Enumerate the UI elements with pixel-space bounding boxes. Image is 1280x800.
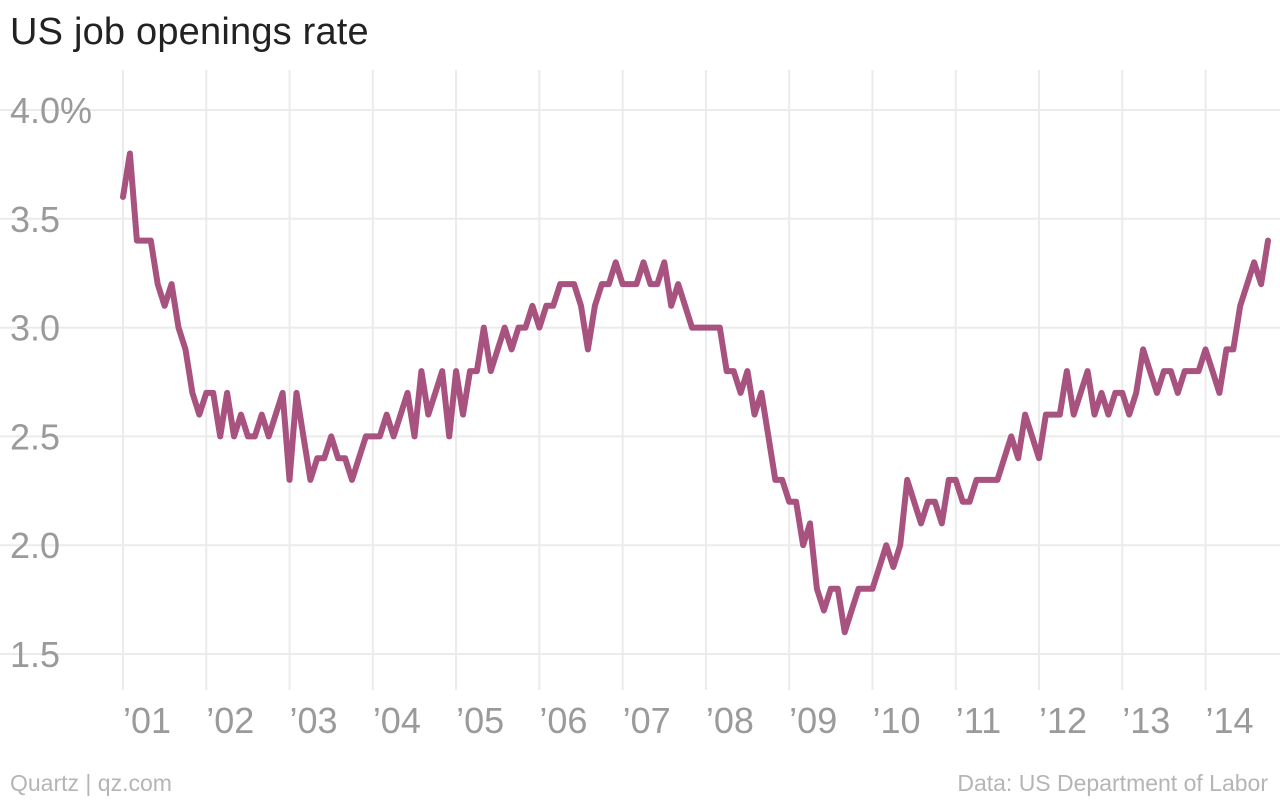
x-axis-ticks: ’01 ’02 ’03 ’04 ’05 ’06 ’07 ’08 ’09 ’10 ’11 ’12 ’13 ’… [123,700,1254,741]
y-tick-label: 1.5 [10,634,60,675]
y-tick-label: 4.0% [10,90,92,131]
x-tick-label: ’13 [1122,700,1170,741]
chart-title: US job openings rate [10,11,369,53]
x-tick-label: ’05 [456,700,504,741]
series-layer [120,150,1271,636]
footer-source: Data: US Department of Labor [957,770,1268,796]
x-tick-label: ’14 [1206,700,1254,741]
x-tick-label: ’12 [1039,700,1087,741]
x-tick-label: ’08 [706,700,754,741]
x-tick-label: ’01 [123,700,171,741]
x-tick-label: ’11 [956,700,1001,741]
x-tick-label: ’03 [290,700,338,741]
x-tick-label: ’09 [789,700,837,741]
x-tick-label: ’02 [206,700,254,741]
y-tick-label: 2.0 [10,525,60,566]
y-tick-label: 2.5 [10,416,60,457]
x-tick-label: ’10 [872,700,920,741]
footer-credit: Quartz | qz.com [10,770,172,796]
x-tick-label: ’07 [623,700,671,741]
y-tick-label: 3.0 [10,308,60,349]
x-tick-label: ’04 [373,700,421,741]
series-line [120,150,1271,636]
y-tick-label: 3.5 [10,199,60,240]
y-axis-ticks: 4.0% 3.5 3.0 2.5 2.0 1.5 [10,90,92,675]
x-tick-label: ’06 [539,700,587,741]
